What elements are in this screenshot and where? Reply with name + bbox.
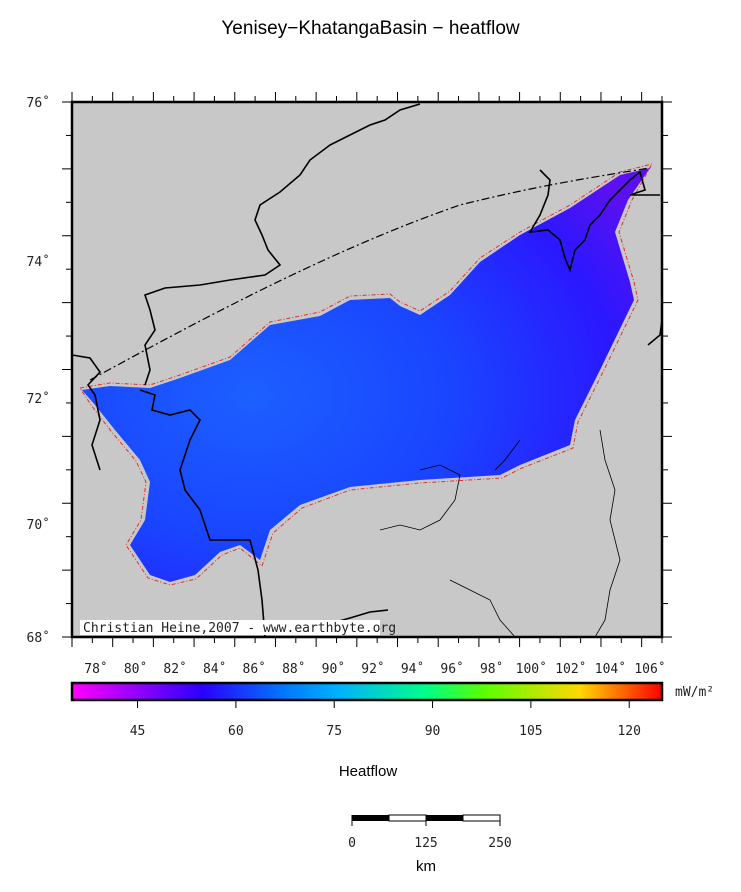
colorbar-tick-label: 45 bbox=[130, 724, 146, 739]
colorbar-label: Heatflow bbox=[339, 763, 398, 780]
lon-label: 94˚ bbox=[401, 661, 424, 677]
lon-label: 84˚ bbox=[203, 661, 226, 677]
lat-label: 76˚ bbox=[27, 95, 50, 111]
colorbar-tick-label: 75 bbox=[326, 724, 342, 739]
colorbar bbox=[70, 681, 664, 702]
lon-label: 90˚ bbox=[322, 661, 345, 677]
frame-ticks bbox=[62, 92, 672, 647]
lon-label: 102˚ bbox=[555, 661, 586, 677]
lon-label: 82˚ bbox=[163, 661, 186, 677]
scale-unit: km bbox=[416, 858, 436, 875]
lon-label: 78˚ bbox=[84, 661, 107, 677]
lon-label: 106˚ bbox=[634, 661, 665, 677]
basin-outline bbox=[79, 163, 653, 586]
lon-label: 96˚ bbox=[440, 661, 463, 677]
lat-label: 68˚ bbox=[27, 630, 50, 646]
colorbar-unit: mW/m² bbox=[675, 685, 714, 700]
colorbar-tick-label: 60 bbox=[228, 724, 244, 739]
colorbar-tick-label: 120 bbox=[617, 724, 640, 739]
great-circle-line bbox=[89, 167, 651, 381]
scale-label-125: 125 bbox=[414, 836, 437, 851]
lon-label: 86˚ bbox=[243, 661, 266, 677]
credit-text: Christian Heine,2007 - www.earthbyte.org bbox=[83, 621, 396, 636]
map-title: Yenisey−KhatangaBasin − heatflow bbox=[221, 18, 520, 39]
colorbar-tick-label: 105 bbox=[519, 724, 542, 739]
credit-box bbox=[80, 620, 380, 635]
lat-label: 74˚ bbox=[27, 254, 50, 270]
lon-label: 100˚ bbox=[516, 661, 547, 677]
lon-label: 80˚ bbox=[124, 661, 147, 677]
scale-label-250: 250 bbox=[488, 836, 511, 851]
colorbar-tick-label: 90 bbox=[425, 724, 441, 739]
lat-label: 70˚ bbox=[27, 517, 50, 533]
scale-label-0: 0 bbox=[348, 836, 356, 851]
lon-label: 92˚ bbox=[361, 661, 384, 677]
lat-label: 72˚ bbox=[27, 391, 50, 407]
scale-bar bbox=[351, 814, 501, 826]
lon-label: 98˚ bbox=[480, 661, 503, 677]
lon-label: 104˚ bbox=[595, 661, 626, 677]
basin-heatflow bbox=[82, 168, 650, 582]
rivers bbox=[379, 429, 621, 637]
lon-label: 88˚ bbox=[282, 661, 305, 677]
